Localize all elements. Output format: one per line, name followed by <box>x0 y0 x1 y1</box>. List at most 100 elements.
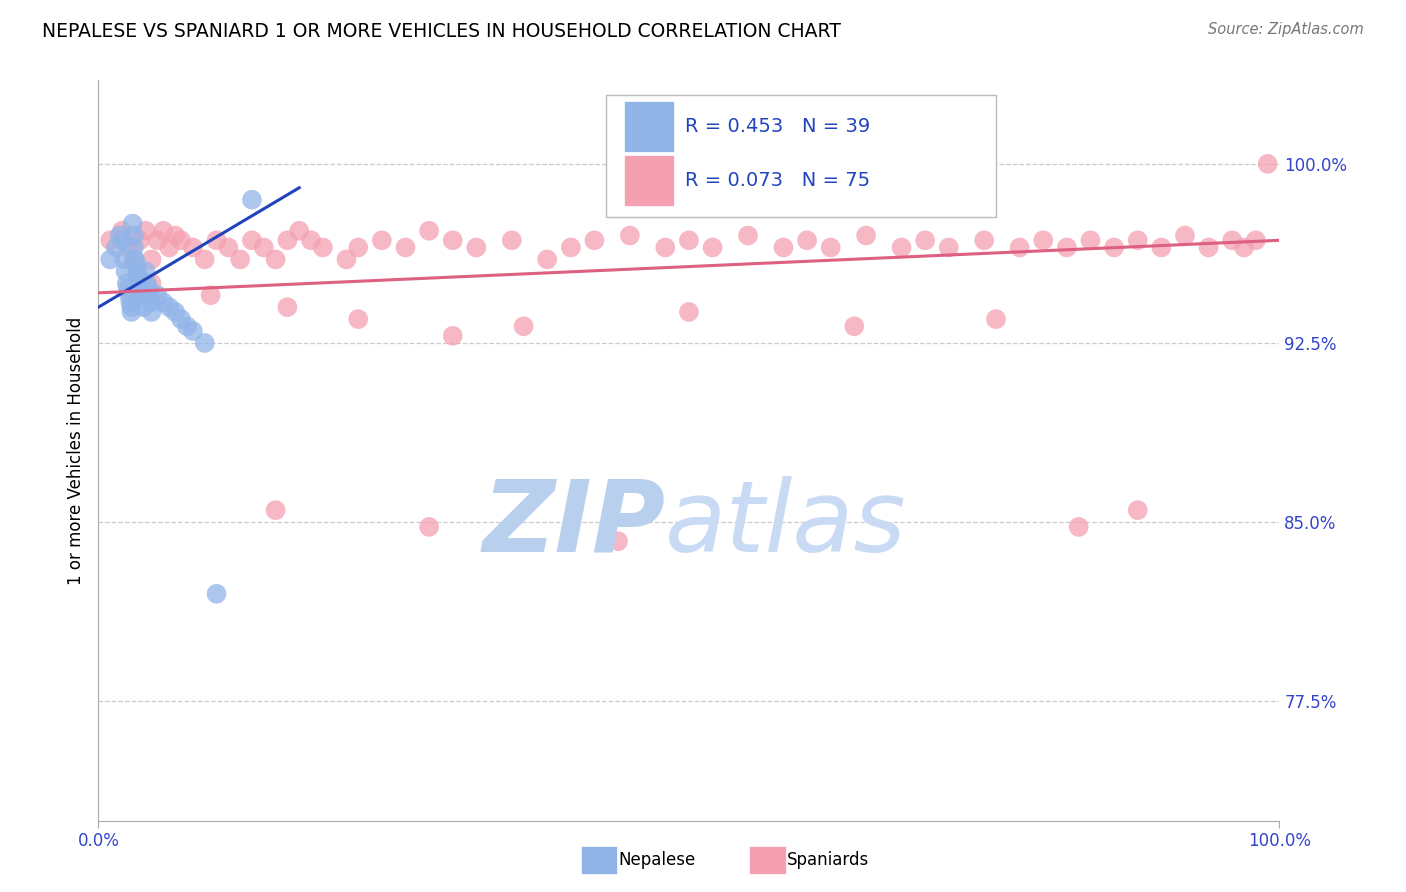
Point <box>560 240 582 254</box>
Point <box>135 264 157 278</box>
Point <box>890 240 912 254</box>
Point <box>512 319 534 334</box>
Point <box>146 233 169 247</box>
Point <box>124 252 146 267</box>
Point <box>217 240 239 254</box>
Point <box>1257 157 1279 171</box>
Point <box>138 288 160 302</box>
Point <box>136 281 159 295</box>
Point <box>335 252 357 267</box>
Text: NEPALESE VS SPANIARD 1 OR MORE VEHICLES IN HOUSEHOLD CORRELATION CHART: NEPALESE VS SPANIARD 1 OR MORE VEHICLES … <box>42 22 841 41</box>
Point <box>678 305 700 319</box>
Text: Nepalese: Nepalese <box>619 851 696 869</box>
Point <box>121 305 143 319</box>
Point <box>264 252 287 267</box>
Point <box>135 277 157 291</box>
Point <box>418 224 440 238</box>
Point <box>1080 233 1102 247</box>
Text: R = 0.073   N = 75: R = 0.073 N = 75 <box>685 170 870 190</box>
Point <box>146 288 169 302</box>
Point <box>1008 240 1031 254</box>
Point <box>108 228 131 243</box>
Point <box>141 252 163 267</box>
Point <box>141 305 163 319</box>
Point <box>194 252 217 267</box>
Point <box>112 252 135 267</box>
Point <box>796 233 818 247</box>
Point <box>125 257 148 271</box>
Point <box>105 240 128 254</box>
Point <box>984 312 1007 326</box>
Point <box>678 233 700 247</box>
Point <box>121 300 143 314</box>
Point <box>1198 240 1220 254</box>
Point <box>619 228 641 243</box>
Text: Spaniards: Spaniards <box>787 851 869 869</box>
Point <box>240 233 263 247</box>
Point <box>176 319 198 334</box>
Text: ZIP: ZIP <box>482 476 665 573</box>
Point <box>1220 233 1243 247</box>
Point <box>1102 240 1125 254</box>
Point <box>117 240 139 254</box>
Point <box>181 240 204 254</box>
Point <box>973 233 995 247</box>
Point <box>122 252 145 267</box>
Point <box>312 240 335 254</box>
Point <box>141 277 163 291</box>
Point <box>194 336 217 351</box>
Point <box>1150 240 1173 254</box>
Point <box>132 300 155 314</box>
Point <box>128 233 150 247</box>
Point <box>1244 233 1267 247</box>
Point <box>165 305 187 319</box>
Point <box>117 281 139 295</box>
Point <box>129 281 152 295</box>
Point <box>128 277 150 291</box>
Point <box>253 240 276 254</box>
Point <box>501 233 523 247</box>
Point <box>118 288 141 302</box>
Point <box>820 240 842 254</box>
Point <box>465 240 488 254</box>
Point <box>152 224 174 238</box>
Point <box>441 328 464 343</box>
Point <box>98 233 121 247</box>
Point <box>1126 233 1149 247</box>
Y-axis label: 1 or more Vehicles in Household: 1 or more Vehicles in Household <box>66 317 84 584</box>
Text: Source: ZipAtlas.com: Source: ZipAtlas.com <box>1208 22 1364 37</box>
Point <box>115 277 138 291</box>
Point <box>418 520 440 534</box>
Point <box>1174 228 1197 243</box>
Text: atlas: atlas <box>665 476 907 573</box>
Point <box>120 295 142 310</box>
Point <box>607 534 630 549</box>
Point <box>264 503 287 517</box>
Point <box>111 224 134 238</box>
Point <box>938 240 960 254</box>
Point <box>170 233 193 247</box>
Point <box>299 233 322 247</box>
Point <box>121 217 143 231</box>
Point <box>98 252 121 267</box>
Point <box>583 233 606 247</box>
Point <box>347 240 370 254</box>
Point <box>276 300 298 314</box>
Point <box>165 228 187 243</box>
Point <box>772 240 794 254</box>
Point <box>157 240 180 254</box>
Point <box>139 295 162 310</box>
Point <box>276 233 298 247</box>
Point <box>135 224 157 238</box>
Point <box>122 228 145 243</box>
Point <box>1056 240 1078 254</box>
FancyBboxPatch shape <box>606 95 995 218</box>
Point <box>229 252 252 267</box>
Point <box>855 228 877 243</box>
Point <box>702 240 724 254</box>
Point <box>111 233 134 247</box>
Point <box>371 233 394 247</box>
Point <box>536 252 558 267</box>
Point <box>347 312 370 326</box>
Point <box>1067 520 1090 534</box>
